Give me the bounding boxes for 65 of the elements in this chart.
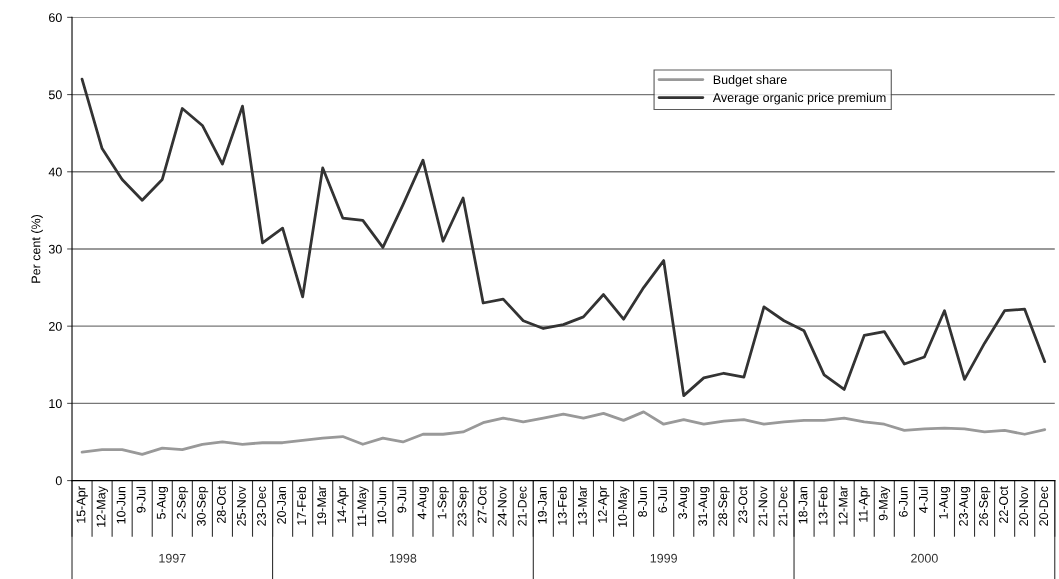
x-tick-label: 27-Oct — [477, 486, 487, 524]
x-tick-label: 21-Dec — [517, 486, 527, 526]
x-tick-label: 19-Mar — [317, 486, 327, 525]
x-tick-label: 19-Jan — [537, 486, 547, 524]
x-tick-label: 2-Sep — [176, 486, 189, 519]
x-tick-label: 31-Aug — [698, 486, 710, 526]
x-tick-label: 23-Dec — [257, 486, 266, 526]
x-tick-label: 5-Aug — [156, 486, 169, 519]
x-tick-label: 17-Feb — [296, 486, 307, 525]
x-tick-label: 12-May — [96, 486, 108, 527]
x-tick-label: 23-Oct — [738, 486, 748, 524]
text: 1997 — [159, 553, 186, 563]
text: 1998 — [389, 553, 417, 563]
x-tick-label: 14-Apr — [337, 486, 349, 523]
x-tick-label: 8-Jun — [638, 486, 647, 517]
x-tick-label: 3-Aug — [678, 486, 690, 519]
x-tick-label: 20-Nov — [1019, 486, 1029, 526]
x-tick-label: 4-Aug — [417, 486, 429, 520]
x-tick-label: 9-Jul — [136, 486, 146, 513]
x-tick-label: 1-Aug — [939, 486, 951, 519]
x-tick-label: 20-Jan — [277, 486, 286, 524]
x-tick-label: 26-Sep — [979, 486, 991, 526]
x-tick-label: 23-Aug — [959, 486, 971, 526]
line-series — [80, 410, 1047, 456]
x-tick-label: 30-Sep — [196, 486, 209, 526]
x-tick-label: 9-Jul — [397, 486, 407, 513]
x-tick-label: 18-Jan — [798, 486, 808, 524]
x-tick-label: 10-Jun — [116, 486, 126, 524]
x-tick-label: 13-Feb — [557, 486, 567, 525]
y-tick-label: 10 — [49, 399, 62, 409]
legend-label: Budget share — [713, 74, 787, 87]
x-tick-label: 9-May — [878, 486, 891, 521]
x-tick-label: 13-Feb — [818, 486, 828, 525]
y-tick-label: 30 — [48, 244, 62, 254]
y-axis-title: Per cent (%) — [31, 215, 43, 283]
x-tick-label: 23-Sep — [457, 486, 469, 526]
y-tick-label: 40 — [48, 167, 62, 177]
x-tick-label: 28-Sep — [718, 486, 730, 526]
x-tick-label: 12-Apr — [598, 486, 610, 523]
x-tick-label: 13-Mar — [577, 486, 587, 525]
y-tick-label: 60 — [49, 13, 62, 23]
x-tick-label: 25-Nov — [236, 486, 246, 526]
x-tick-label: 24-Nov — [497, 486, 507, 526]
text: 2000 — [911, 553, 938, 563]
x-tick-label: 22-Oct — [999, 486, 1008, 524]
x-tick-label: 21-Nov — [758, 486, 768, 526]
x-tick-label: 10-Jun — [377, 486, 387, 524]
y-tick-label: 20 — [49, 321, 62, 331]
x-tick-label: 10-May — [618, 486, 630, 527]
x-tick-label: 28-Oct — [216, 486, 226, 524]
x-tick-label: 6-Jun — [898, 486, 908, 517]
x-tick-label: 1-Sep — [437, 486, 449, 519]
x-tick-label: 21-Dec — [778, 486, 788, 526]
x-tick-label: 12-Mar — [838, 486, 848, 525]
y-tick-label: 0 — [55, 476, 62, 486]
text: 1999 — [650, 553, 677, 563]
x-tick-label: 4-Jul — [918, 486, 928, 513]
x-tick-label: 20-Dec — [1039, 486, 1049, 526]
x-tick-label: 11-Apr — [858, 486, 871, 522]
x-tick-label: 6-Jul — [657, 486, 668, 513]
legend-label: Average organic price premium — [712, 92, 886, 105]
x-tick-label: 11-May — [357, 486, 369, 526]
line-series — [80, 77, 1047, 398]
y-tick-label: 50 — [48, 90, 62, 100]
x-tick-label: 15-Apr — [76, 486, 88, 523]
